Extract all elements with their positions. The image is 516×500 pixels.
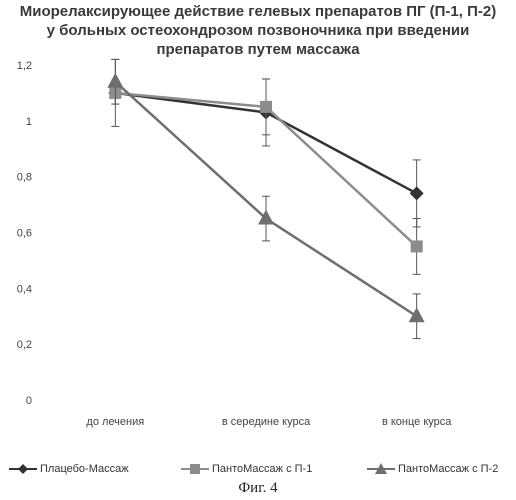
x-tick-label: в середине курса (222, 416, 311, 428)
chart-legend: Плацебо-Массаж ПантоМассаж с П-1 ПантоМа… (0, 457, 516, 481)
y-tick-label: 0,8 (17, 172, 32, 184)
y-tick-label: 0,2 (17, 339, 32, 351)
legend-item-p1: ПантоМассаж с П-1 (180, 457, 312, 481)
legend-item-placebo: Плацебо-Массаж (8, 457, 129, 481)
legend-swatch-diamond-icon (8, 463, 38, 475)
y-tick-label: 0,4 (17, 283, 32, 295)
data-point-triangle (409, 307, 425, 322)
legend-swatch-triangle-icon (366, 463, 396, 475)
data-point-diamond (410, 186, 424, 200)
figure-caption: Фиг. 4 (0, 480, 516, 497)
x-tick-label: до лечения (86, 416, 144, 428)
legend-label: Плацебо-Массаж (40, 463, 129, 475)
legend-swatch-square-icon (180, 463, 210, 475)
x-tick-label: в конце курса (382, 416, 452, 428)
legend-label: ПантоМассаж с П-2 (398, 463, 498, 475)
y-tick-label: 0 (26, 395, 32, 407)
y-tick-label: 1,2 (17, 60, 32, 72)
data-point-square (260, 101, 272, 113)
legend-item-p2: ПантоМассаж с П-2 (366, 457, 498, 481)
data-point-square (411, 240, 423, 252)
legend-label: ПантоМассаж с П-1 (212, 463, 312, 475)
y-tick-label: 0,6 (17, 228, 32, 240)
y-tick-label: 1 (26, 116, 32, 128)
data-point-triangle (107, 73, 123, 88)
